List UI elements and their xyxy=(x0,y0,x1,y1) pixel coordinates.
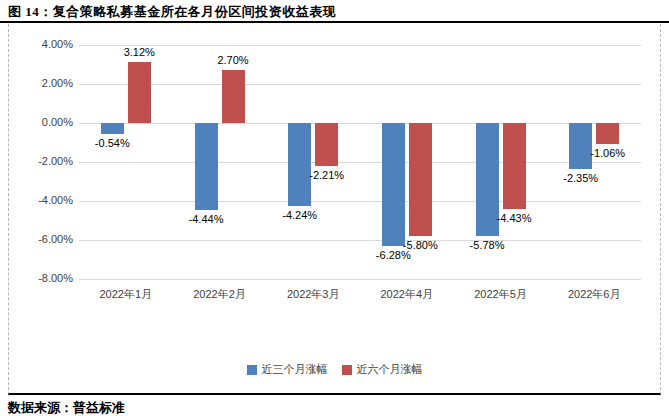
x-axis-label: 2022年6月 xyxy=(547,287,641,302)
data-label-series2-month5: -4.43% xyxy=(482,212,546,224)
data-label-series1-month5: -5.78% xyxy=(455,239,519,251)
gridline xyxy=(79,162,641,163)
y-axis-tick-label: -6.00% xyxy=(13,233,73,245)
legend-label-three-month: 近三个月涨幅 xyxy=(262,362,328,377)
data-label-series1-month2: -4.44% xyxy=(174,213,238,225)
chart-legend: 近三个月涨幅 近六个月涨幅 xyxy=(9,362,660,377)
bar-series2-month2 xyxy=(222,70,245,123)
y-axis-tick-label: -4.00% xyxy=(13,194,73,206)
x-axis-label: 2022年2月 xyxy=(173,287,267,302)
title-divider-rule xyxy=(0,21,669,23)
data-label-series1-month3: -4.24% xyxy=(268,209,332,221)
bar-series2-month3 xyxy=(315,123,338,166)
source-note: 数据来源：普益标准 xyxy=(8,399,125,416)
bar-series1-month1 xyxy=(101,123,124,134)
y-axis-tick-label: 4.00% xyxy=(13,38,73,50)
y-axis-tick-label: -2.00% xyxy=(13,155,73,167)
bar-series2-month5 xyxy=(503,123,526,209)
data-label-series1-month1: -0.54% xyxy=(80,137,144,149)
legend-item-three-month: 近三个月涨幅 xyxy=(247,362,328,377)
legend-swatch-blue-icon xyxy=(247,365,257,375)
legend-swatch-red-icon xyxy=(342,365,352,375)
x-axis-label: 2022年5月 xyxy=(454,287,548,302)
data-label-series2-month3: -2.21% xyxy=(295,169,359,181)
bar-series2-month1 xyxy=(128,62,151,123)
gridline xyxy=(79,123,641,124)
data-label-series2-month1: 3.12% xyxy=(107,46,171,58)
gridline xyxy=(79,279,641,280)
chart-figure-box: 4.00% 2.00% 0.00% -2.00% -4.00% -6.00% -8.00% 2… xyxy=(8,24,661,395)
y-axis-tick-label: -8.00% xyxy=(13,272,73,284)
x-axis-label: 2022年4月 xyxy=(360,287,454,302)
bar-series1-month4 xyxy=(382,123,405,246)
legend-item-six-month: 近六个月涨幅 xyxy=(342,362,423,377)
bar-series1-month2 xyxy=(195,123,218,210)
gridline xyxy=(79,201,641,202)
data-label-series1-month6: -2.35% xyxy=(549,172,613,184)
plot-area: 4.00% 2.00% 0.00% -2.00% -4.00% -6.00% -8.00% 2… xyxy=(9,24,660,393)
data-label-series2-month4: -5.80% xyxy=(388,239,452,251)
x-axis-label: 2022年1月 xyxy=(79,287,173,302)
legend-label-six-month: 近六个月涨幅 xyxy=(357,362,423,377)
y-axis-tick-label: 2.00% xyxy=(13,77,73,89)
y-axis-tick-label: 0.00% xyxy=(13,116,73,128)
bar-series2-month4 xyxy=(409,123,432,236)
gridline xyxy=(79,240,641,241)
figure-title: 图 14：复合策略私募基金所在各月份区间投资收益表现 xyxy=(8,3,336,21)
data-label-series2-month6: -1.06% xyxy=(576,147,640,159)
bar-series1-month3 xyxy=(288,123,311,206)
data-label-series2-month2: 2.70% xyxy=(201,54,265,66)
gridline xyxy=(79,84,641,85)
x-axis-label: 2022年3月 xyxy=(266,287,360,302)
bar-series2-month6 xyxy=(596,123,619,144)
